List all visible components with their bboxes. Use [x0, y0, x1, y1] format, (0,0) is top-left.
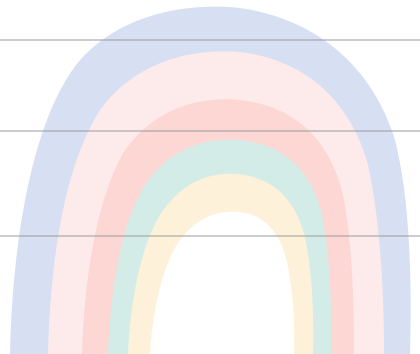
rainbow-inner [150, 211, 295, 354]
